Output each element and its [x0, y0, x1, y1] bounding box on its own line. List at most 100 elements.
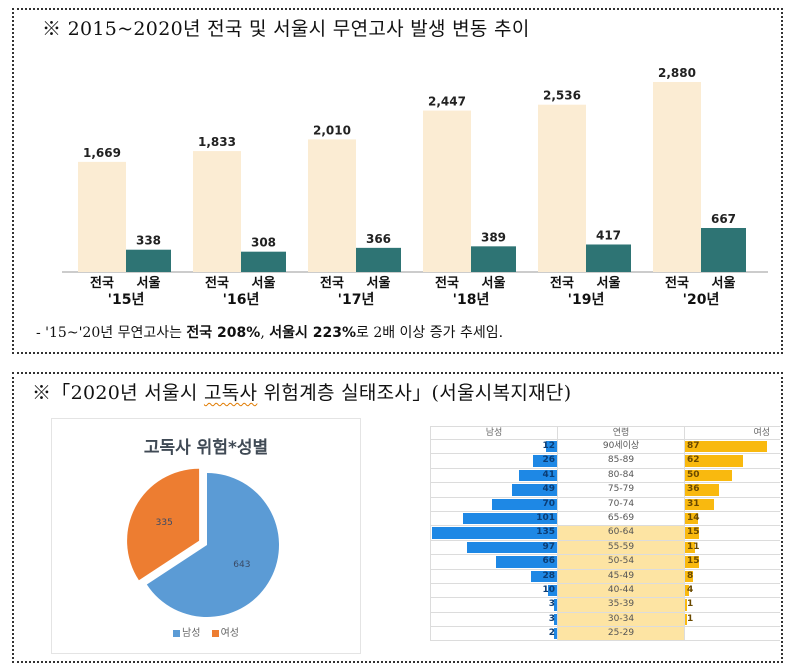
bar-national-4 — [538, 104, 586, 272]
age-cell: 45-49 — [557, 569, 685, 583]
pyramid-row: 41 80-84 50 — [430, 468, 780, 484]
header-male: 남성 — [430, 427, 557, 439]
legend-item-male: 남성 — [173, 624, 200, 639]
female-value: 8 — [687, 570, 694, 581]
female-cell — [685, 627, 780, 640]
male-value: 3 — [548, 599, 555, 610]
tick-national-1: 전국 — [205, 275, 229, 291]
female-bar — [685, 441, 767, 453]
age-cell: 35-39 — [557, 598, 685, 612]
male-value: 70 — [542, 498, 555, 509]
female-bar — [685, 498, 715, 510]
female-cell: 15 — [685, 526, 780, 539]
female-cell: 50 — [685, 469, 780, 482]
pie-legend: 남성 여성 — [52, 624, 360, 639]
male-cell: 26 — [430, 454, 557, 468]
female-value: 1 — [687, 599, 694, 610]
legend-swatch-female — [211, 629, 219, 637]
male-cell: 66 — [430, 555, 557, 569]
label-seoul-0: 338 — [136, 234, 161, 248]
male-bar — [554, 628, 557, 640]
section-trend-title: ※ 2015~2020년 전국 및 서울시 무연고사 발생 변동 추이 — [42, 18, 530, 40]
male-value: 10 — [542, 584, 555, 595]
tick-seoul-3: 서울 — [482, 275, 506, 291]
age-cell: 75-79 — [557, 483, 685, 497]
bar-seoul-4 — [586, 244, 631, 272]
female-bar — [685, 455, 744, 467]
age-cell: 70-74 — [557, 497, 685, 511]
gender-pie-chart: 643 335 — [127, 468, 279, 617]
female-bar — [685, 584, 689, 597]
male-value: 3 — [548, 613, 555, 624]
female-value: 4 — [687, 584, 694, 595]
male-value: 135 — [536, 527, 555, 538]
male-cell: 12 — [430, 440, 557, 454]
male-bar — [547, 584, 557, 597]
male-cell: 101 — [430, 511, 557, 526]
bar-seoul-3 — [471, 246, 516, 272]
note-mid: , — [260, 325, 270, 341]
age-cell: 65-69 — [557, 511, 685, 526]
female-cell: 14 — [685, 512, 780, 525]
age-cell: 80-84 — [557, 468, 685, 483]
male-cell: 3 — [430, 612, 557, 627]
tick-year-5: '20년 — [683, 292, 720, 308]
pie-value-male: 643 — [233, 560, 250, 570]
section-trend-box — [12, 8, 783, 354]
title-underlined-word: 고독사 — [203, 382, 258, 404]
tick-national-0: 전국 — [90, 275, 114, 291]
male-cell: 28 — [430, 569, 557, 583]
header-female: 여성 — [753, 428, 770, 438]
female-bar — [685, 484, 719, 496]
male-bar — [492, 498, 557, 510]
female-cell: 1 — [685, 613, 780, 626]
tick-national-4: 전국 — [550, 275, 574, 291]
age-cell: 90세이상 — [557, 440, 685, 454]
tick-seoul-0: 서울 — [137, 275, 161, 291]
male-cell: 10 — [430, 583, 557, 598]
note-national: 전국 208% — [186, 325, 261, 341]
title-prefix: ※「2020년 서울시 — [32, 382, 204, 404]
age-cell: 25-29 — [557, 627, 685, 641]
female-cell: 36 — [685, 483, 780, 496]
bar-national-2 — [308, 139, 356, 272]
female-bar — [685, 527, 700, 539]
female-value: 62 — [687, 455, 700, 466]
pie-value-female: 335 — [156, 518, 173, 528]
male-cell: 97 — [430, 540, 557, 555]
pyramid-row: 101 65-69 14 — [430, 511, 780, 527]
age-cell: 85-89 — [557, 454, 685, 468]
male-cell: 49 — [430, 483, 557, 497]
tick-year-3: '18년 — [453, 292, 490, 308]
bar-seoul-1 — [241, 251, 286, 272]
tick-seoul-5: 서울 — [712, 275, 736, 291]
age-cell: 60-64 — [557, 526, 685, 540]
label-seoul-1: 308 — [251, 236, 276, 250]
female-value: 1 — [687, 613, 694, 624]
pyramid-row: 3 35-39 1 — [430, 598, 780, 613]
pyramid-row: 3 30-34 1 — [430, 612, 780, 628]
age-pyramid-table: 남성 연령 여성 12 90세이상 87 26 85-89 62 41 80-84 50 49 75… — [430, 426, 780, 642]
legend-swatch-male — [173, 629, 180, 637]
female-cell: 87 — [685, 440, 780, 453]
female-bar — [685, 541, 696, 554]
title-suffix: 위험계층 실태조사」(서울시복지재단) — [257, 382, 572, 404]
bar-seoul-0 — [126, 249, 171, 272]
female-value: 15 — [687, 556, 700, 567]
female-cell: 1 — [685, 598, 780, 611]
male-cell: 3 — [430, 598, 557, 612]
male-cell: 2 — [430, 627, 557, 641]
gender-pie-card: 643 335 고독사 위험*성별 남성 여성 — [51, 418, 361, 654]
bar-national-3 — [423, 110, 471, 272]
female-value: 15 — [687, 527, 700, 538]
age-cell: 55-59 — [557, 540, 685, 555]
male-bar — [432, 527, 557, 539]
female-value: 87 — [687, 441, 700, 451]
bar-national-1 — [193, 151, 241, 272]
male-cell: 41 — [430, 468, 557, 483]
tick-year-2: '17년 — [338, 292, 375, 308]
pyramid-row: 2 25-29 — [430, 627, 780, 642]
pyramid-row: 70 70-74 31 — [430, 497, 780, 512]
male-bar — [467, 541, 557, 554]
male-value: 101 — [536, 512, 555, 523]
